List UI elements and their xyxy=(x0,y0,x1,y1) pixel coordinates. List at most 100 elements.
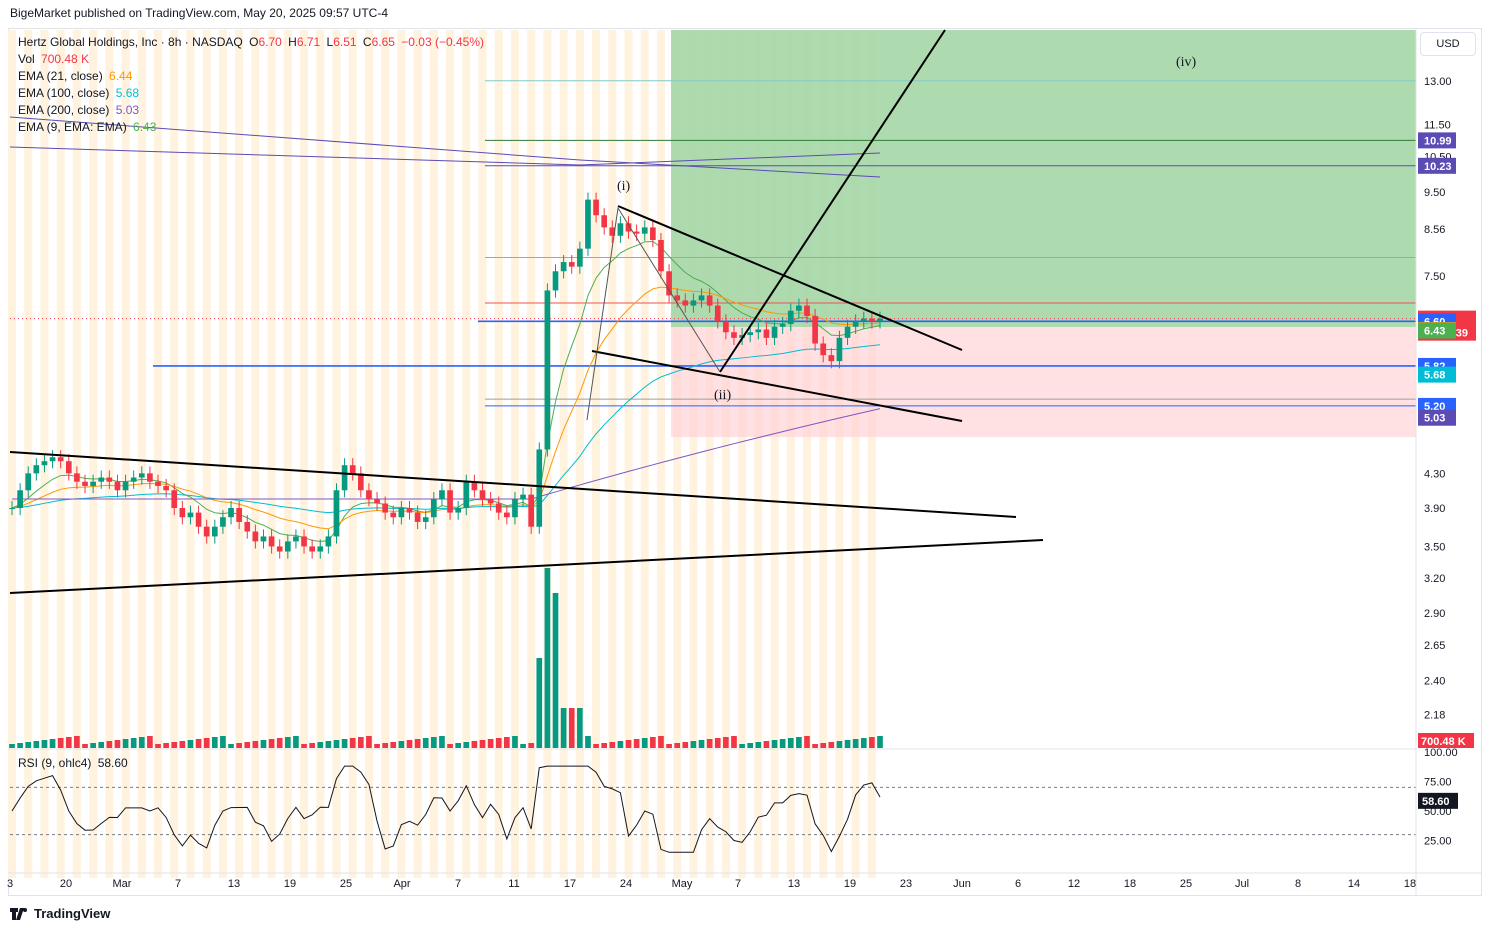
candle-body xyxy=(9,508,15,510)
session-stripe xyxy=(754,30,763,878)
volume-bar xyxy=(57,738,64,748)
candle-body xyxy=(698,295,705,301)
volume-bar xyxy=(414,739,421,748)
candle-body xyxy=(706,295,713,306)
candle-body xyxy=(787,310,794,325)
ema100-value: 5.68 xyxy=(115,86,140,100)
rsi-tick-label: 25.00 xyxy=(1424,836,1452,848)
volume-bar xyxy=(779,739,786,748)
target-zone xyxy=(671,30,1416,327)
time-tick-label: 18 xyxy=(1404,878,1416,890)
session-stripe xyxy=(186,30,195,878)
legend-ema200[interactable]: EMA (200, close) 5.03 xyxy=(18,102,484,119)
open-value: 6.70 xyxy=(258,35,282,49)
candle-body xyxy=(455,508,462,513)
candle-body xyxy=(179,508,186,518)
candle-body xyxy=(869,318,875,322)
volume-bar xyxy=(374,744,380,748)
volume-bar xyxy=(147,736,153,748)
legend-ema21[interactable]: EMA (21, close) 6.44 xyxy=(18,68,484,85)
candle-body xyxy=(812,315,818,344)
symbol-title[interactable]: Hertz Global Holdings, Inc · 8h · NASDAQ xyxy=(18,35,243,49)
volume-bar xyxy=(33,741,40,748)
time-tick-label: 3 xyxy=(7,878,13,890)
chart-legend: Hertz Global Holdings, Inc · 8h · NASDAQ… xyxy=(18,34,484,136)
candle-body xyxy=(552,271,559,291)
volume-bar xyxy=(585,736,591,748)
currency-button[interactable]: USD xyxy=(1420,32,1476,56)
legend-ema9[interactable]: EMA (9, EMA: EMA) 6.43 xyxy=(18,119,484,136)
candle-body xyxy=(398,508,405,518)
candle-body xyxy=(406,508,413,513)
time-tick-label: 17 xyxy=(564,878,576,890)
close-label: C xyxy=(362,35,372,49)
time-tick-label: Mar xyxy=(113,878,132,890)
session-stripe xyxy=(72,30,81,878)
price-tick-label: 8.56 xyxy=(1424,224,1445,236)
candle-body xyxy=(252,531,259,542)
time-tick-label: 19 xyxy=(284,878,296,890)
high-label: H xyxy=(288,35,297,49)
candle-body xyxy=(528,494,535,527)
legend-title-row[interactable]: Hertz Global Holdings, Inc · 8h · NASDAQ… xyxy=(18,34,484,51)
volume-tag-label: 700.48 K xyxy=(1421,736,1466,748)
candle-body xyxy=(65,461,72,474)
candle-body xyxy=(560,262,567,272)
rsi-legend[interactable]: RSI (9, ohlc4) 58.60 xyxy=(18,756,128,770)
brand-name: TradingView xyxy=(34,906,111,921)
session-stripe xyxy=(446,30,455,878)
time-tick-label: Jul xyxy=(1235,878,1249,890)
ema200-label: EMA (200, close) xyxy=(18,103,110,117)
volume-bar xyxy=(130,738,137,748)
price-tick-label: 9.50 xyxy=(1424,187,1445,199)
ema9-label: EMA (9, EMA: EMA) xyxy=(18,120,127,134)
session-stripe xyxy=(510,30,520,878)
volume-bar xyxy=(544,568,551,748)
price-tick-label: 2.18 xyxy=(1424,709,1445,721)
volume-bar xyxy=(666,744,672,748)
session-stripe xyxy=(332,30,341,878)
candle-body xyxy=(138,473,145,478)
ema200-value: 5.03 xyxy=(115,103,140,117)
candle-body xyxy=(625,223,632,232)
legend-volume[interactable]: Vol 700.48 K xyxy=(18,51,484,68)
ema21-label: EMA (21, close) xyxy=(18,69,103,83)
candle-body xyxy=(276,546,283,552)
price-tick-label: 2.65 xyxy=(1424,640,1445,652)
time-tick-label: 14 xyxy=(1348,878,1360,890)
time-tick-label: 24 xyxy=(620,878,632,890)
volume-bar xyxy=(714,738,721,748)
volume-bar xyxy=(471,741,478,748)
stop-zone xyxy=(671,327,1416,437)
volume-bar xyxy=(698,740,705,748)
candle-body xyxy=(836,337,843,362)
session-stripe xyxy=(170,30,179,878)
candle-body xyxy=(309,546,315,552)
volume-bar xyxy=(138,737,145,748)
candle-body xyxy=(293,536,299,542)
session-stripe xyxy=(478,30,487,878)
session-stripe xyxy=(267,30,276,878)
volume-bar xyxy=(552,593,559,748)
candle-body xyxy=(203,526,210,537)
trend-line xyxy=(719,29,946,373)
volume-bar xyxy=(17,743,23,748)
volume-bar xyxy=(504,737,510,748)
volume-bar xyxy=(90,743,96,748)
tradingview-logo-icon xyxy=(10,907,27,920)
legend-ema100[interactable]: EMA (100, close) 5.68 xyxy=(18,85,484,102)
candle-body xyxy=(317,546,324,552)
volume-tag xyxy=(1418,733,1474,748)
time-tick-label: 7 xyxy=(735,878,741,890)
session-stripe xyxy=(592,30,601,878)
time-tick-label: 6 xyxy=(1015,878,1021,890)
footer-brand[interactable]: TradingView xyxy=(10,906,110,921)
volume-bar xyxy=(755,742,762,748)
session-stripe xyxy=(705,30,714,878)
session-stripe xyxy=(235,30,244,878)
price-tick-label: 7.50 xyxy=(1424,271,1445,283)
candle-body xyxy=(601,215,608,228)
ema21-value: 6.44 xyxy=(109,69,133,83)
volume-bar xyxy=(763,741,770,748)
